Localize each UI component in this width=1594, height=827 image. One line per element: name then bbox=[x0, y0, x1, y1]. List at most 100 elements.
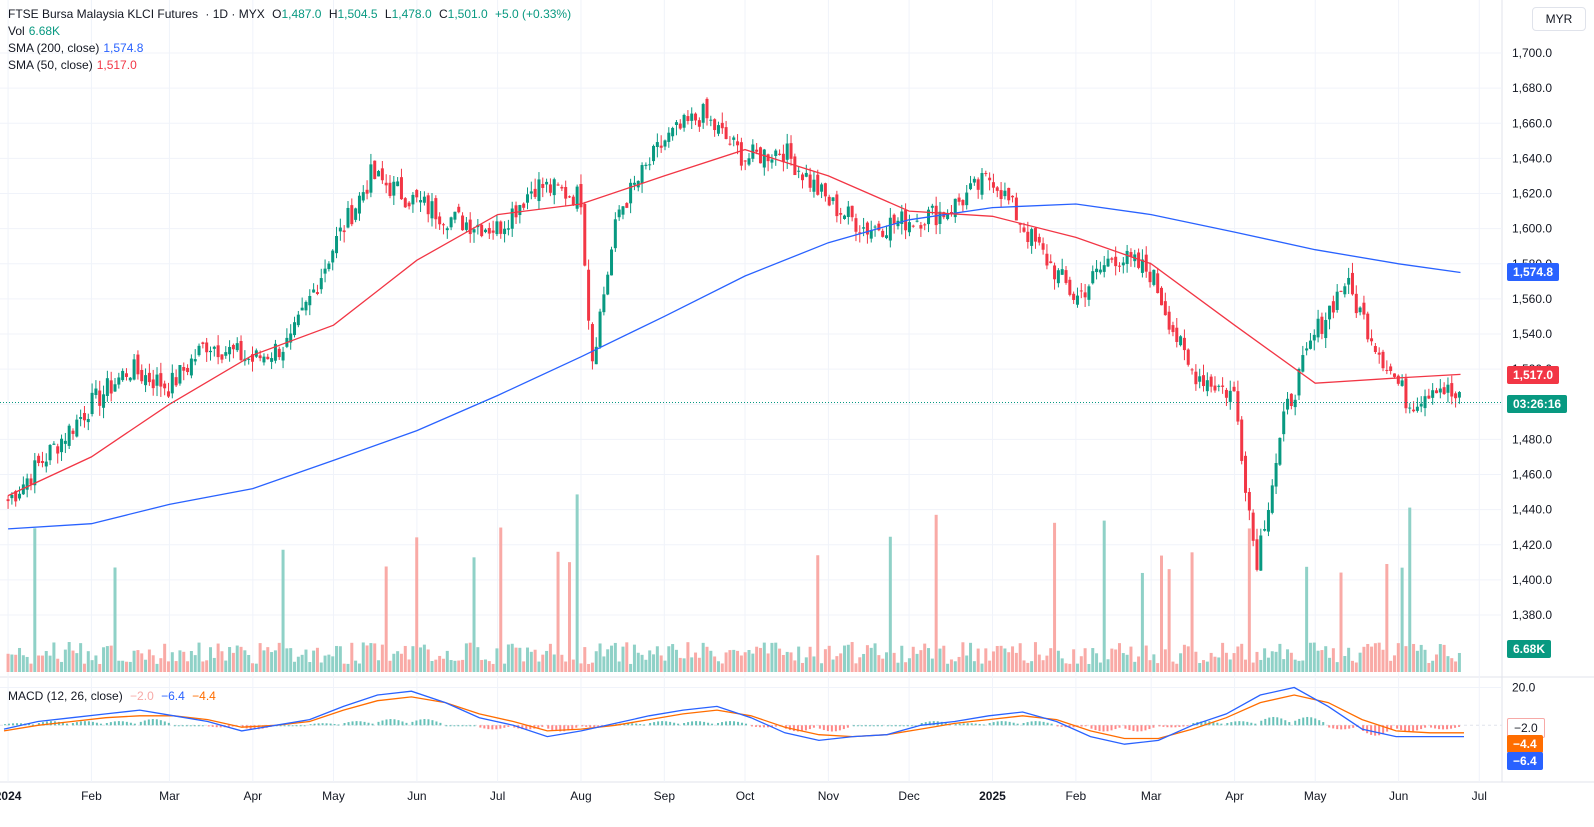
candle-body bbox=[1381, 351, 1385, 369]
candle-body bbox=[907, 222, 911, 233]
volume-bar bbox=[610, 645, 614, 672]
candle-body bbox=[1106, 258, 1110, 267]
macd-histogram-bar bbox=[1238, 721, 1241, 726]
volume-bar bbox=[1274, 651, 1278, 672]
volume-bar bbox=[984, 648, 988, 672]
macd-histogram-bar bbox=[890, 725, 893, 727]
candle-body bbox=[946, 214, 950, 220]
macd-histogram-bar bbox=[1302, 717, 1305, 726]
macd-histogram-bar bbox=[1260, 720, 1263, 726]
candle-body bbox=[445, 228, 449, 231]
candle-body bbox=[911, 225, 915, 227]
candle-body bbox=[201, 342, 205, 344]
candle-body bbox=[331, 250, 335, 263]
candle-body bbox=[575, 186, 579, 209]
volume-bar bbox=[525, 647, 529, 672]
volume-bar bbox=[888, 536, 892, 672]
sma50-price-tag: 1,517.0 bbox=[1507, 366, 1560, 384]
macd-histogram-bar bbox=[1192, 723, 1195, 726]
volume-bar bbox=[923, 643, 927, 672]
volume-bar bbox=[1400, 567, 1404, 672]
price-tick-label: 1,700.0 bbox=[1512, 46, 1552, 60]
macd-histogram-bar bbox=[521, 725, 524, 730]
macd-histogram-bar bbox=[91, 721, 94, 726]
candle-body bbox=[644, 164, 648, 166]
candle-body bbox=[781, 153, 785, 163]
candle-body bbox=[629, 182, 633, 204]
candle-body bbox=[892, 214, 896, 224]
volume-bar bbox=[1087, 663, 1091, 672]
volume-bar bbox=[789, 652, 793, 672]
volume-bar bbox=[510, 643, 514, 672]
macd-histogram-bar bbox=[227, 725, 230, 727]
candle-body bbox=[1056, 270, 1060, 284]
candle-body bbox=[1266, 510, 1270, 532]
volume-bar bbox=[170, 652, 174, 672]
candle-body bbox=[1152, 269, 1156, 285]
macd-histogram-bar bbox=[99, 723, 102, 726]
volume-bar bbox=[48, 655, 52, 672]
macd-histogram-bar bbox=[1420, 725, 1423, 730]
macd-histogram-bar bbox=[147, 719, 150, 726]
macd-histogram-bar bbox=[1246, 721, 1249, 726]
macd-histogram-bar bbox=[529, 725, 532, 730]
candle-body bbox=[461, 215, 465, 231]
macd-histogram-bar bbox=[1430, 725, 1433, 728]
volume-bar bbox=[1110, 648, 1114, 672]
volume-bar bbox=[144, 659, 148, 672]
volume-bar bbox=[1217, 657, 1221, 672]
macd-histogram-bar bbox=[643, 724, 646, 726]
candle-body bbox=[778, 153, 782, 155]
macd-label: MACD (12, 26, close) bbox=[8, 689, 123, 703]
volume-bar bbox=[14, 654, 18, 672]
volume-bar bbox=[1114, 649, 1118, 672]
volume-bar bbox=[869, 647, 873, 672]
candle-body bbox=[984, 173, 988, 175]
candle-body bbox=[56, 446, 60, 454]
candle-body bbox=[812, 179, 816, 192]
candle-body bbox=[178, 365, 182, 384]
macd-histogram-bar bbox=[1080, 725, 1083, 727]
volume-bar bbox=[1079, 656, 1083, 672]
candle-body bbox=[1312, 334, 1316, 341]
macd-histogram-bar bbox=[1390, 725, 1393, 730]
macd-histogram-bar bbox=[321, 723, 324, 726]
volume-bar bbox=[468, 642, 472, 672]
volume-bar bbox=[919, 650, 923, 672]
currency-selector[interactable]: MYR bbox=[1532, 7, 1586, 31]
volume-bar bbox=[235, 645, 239, 672]
volume-bar bbox=[1389, 660, 1393, 672]
candle-body bbox=[1343, 286, 1347, 295]
macd-histogram-bar bbox=[894, 725, 897, 727]
macd-histogram-bar bbox=[1098, 725, 1101, 732]
macd-histogram-bar bbox=[1404, 725, 1407, 732]
candle-body bbox=[510, 208, 514, 229]
macd-histogram-bar bbox=[687, 722, 690, 726]
macd-histogram-bar bbox=[737, 721, 740, 726]
macd-histogram-bar bbox=[669, 721, 672, 726]
volume-bar bbox=[422, 644, 426, 672]
candle-body bbox=[579, 184, 583, 208]
volume-bar bbox=[124, 661, 128, 672]
macd-histogram-bar bbox=[1114, 725, 1117, 730]
candle-body bbox=[1415, 406, 1419, 411]
volume-bar bbox=[770, 642, 774, 672]
time-tick-label: 2025 bbox=[979, 789, 1006, 803]
macd-histogram-bar bbox=[61, 722, 64, 726]
macd-histogram-bar bbox=[197, 725, 200, 727]
macd-histogram-bar bbox=[649, 723, 652, 726]
candle-body bbox=[743, 160, 747, 162]
candle-body bbox=[823, 183, 827, 197]
candle-body bbox=[571, 196, 575, 206]
candle-body bbox=[667, 132, 671, 142]
candle-body bbox=[1450, 383, 1454, 397]
macd-histogram-bar bbox=[1306, 716, 1309, 726]
macd-histogram-bar bbox=[800, 725, 803, 732]
volume-bar bbox=[1450, 658, 1454, 672]
macd-histogram-bar bbox=[513, 725, 516, 728]
macd-histogram-bar bbox=[729, 721, 732, 726]
candle-body bbox=[1278, 437, 1282, 465]
volume-bar bbox=[755, 646, 759, 672]
candle-body bbox=[1328, 305, 1332, 320]
